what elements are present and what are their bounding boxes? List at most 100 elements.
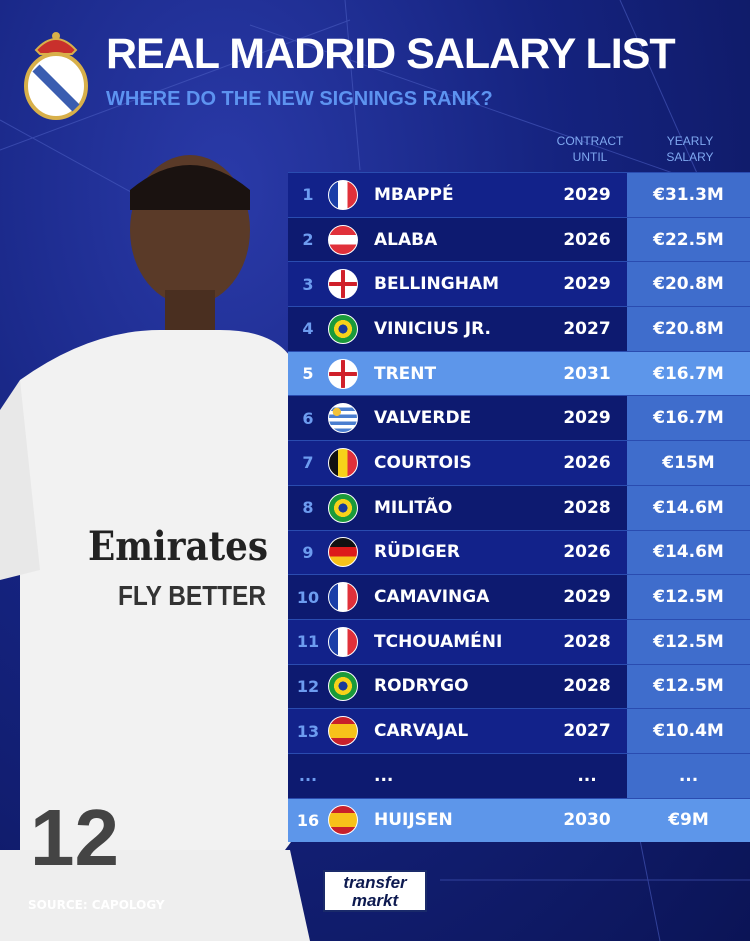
france-flag-icon (328, 626, 358, 657)
france-flag-icon (328, 179, 358, 210)
yearly-salary: €16.7M (627, 351, 750, 396)
source-label: SOURCE: CAPOLOGY (28, 898, 165, 912)
yearly-salary: €14.6M (627, 485, 750, 530)
yearly-salary: €12.5M (627, 664, 750, 709)
yearly-salary: €9M (627, 798, 750, 843)
player-name: VALVERDE (374, 408, 472, 429)
player-name: TRENT (374, 363, 437, 384)
page-subtitle: WHERE DO THE NEW SIGNINGS RANK? (106, 88, 493, 110)
player-name: COURTOIS (374, 452, 472, 473)
contract-until: 2028 (563, 497, 611, 518)
page-title: REAL MADRID SALARY LIST (106, 30, 676, 78)
contract-until: 2030 (563, 810, 611, 831)
player-name: TCHOUAMÉNI (374, 631, 503, 652)
rank: 2 (302, 230, 314, 250)
brazil-flag-icon (328, 671, 358, 702)
player-name: ... (374, 765, 394, 786)
contract-until: 2029 (563, 274, 611, 295)
contract-until: 2028 (563, 676, 611, 697)
header-line: YEARLY (666, 134, 714, 148)
yearly-salary: €10.4M (627, 709, 750, 753)
rank: 5 (302, 364, 314, 384)
player-name: RÜDIGER (374, 542, 460, 563)
contract-until: ... (577, 765, 597, 786)
table-row: 2 ALABA 2026 €22.5M (288, 216, 750, 262)
shirt-tagline: FLY BETTER (118, 580, 266, 611)
rank: 13 (296, 721, 320, 741)
player-name: CAMAVINGA (374, 587, 490, 608)
contract-until: 2026 (563, 542, 611, 563)
yearly-salary: €22.5M (627, 217, 750, 262)
yearly-salary: €20.8M (627, 262, 750, 307)
table-row: 1 MBAPPÉ 2029 €31.3M (288, 172, 750, 217)
contract-until: 2026 (563, 229, 611, 250)
rank: 8 (302, 498, 314, 518)
yearly-salary: €31.3M (627, 173, 750, 217)
table-row: 6 VALVERDE 2029 €16.7M (288, 395, 750, 441)
player-name: VINICIUS JR. (374, 318, 491, 339)
yearly-salary: €20.8M (627, 307, 750, 351)
table-row: 13 CARVAJAL 2027 €10.4M (288, 708, 750, 753)
player-name: HUIJSEN (374, 810, 453, 831)
table-row: ... ... ... ... (288, 752, 750, 798)
header-line: UNTIL (572, 150, 608, 164)
transfermarkt-logo: transfer markt (323, 870, 427, 912)
player-name: RODRYGO (374, 676, 469, 697)
england-flag-icon (328, 269, 358, 300)
spain-flag-icon (328, 805, 358, 836)
rank: 16 (296, 810, 320, 830)
rank: 9 (302, 542, 314, 562)
contract-until: 2027 (563, 721, 611, 742)
contract-until: 2028 (563, 631, 611, 652)
header-contract-until: CONTRACT UNTIL (548, 133, 632, 165)
table-row: 10 CAMAVINGA 2029 €12.5M (288, 574, 750, 619)
contract-until: 2031 (563, 363, 611, 384)
yearly-salary: €14.6M (627, 530, 750, 575)
uruguay-flag-icon (328, 403, 358, 434)
rank: 6 (302, 408, 314, 428)
header-line: SALARY (666, 150, 714, 164)
yearly-salary: ... (627, 753, 750, 798)
contract-until: 2026 (563, 452, 611, 473)
yearly-salary: €12.5M (627, 619, 750, 664)
player-name: ALABA (374, 229, 438, 250)
yearly-salary: €16.7M (627, 396, 750, 441)
table-row: 5 TRENT 2031 €16.7M (288, 350, 750, 396)
contract-until: 2029 (563, 408, 611, 429)
table-row: 16 HUIJSEN 2030 €9M (288, 797, 750, 843)
rank: 1 (302, 185, 314, 205)
table-row: 11 TCHOUAMÉNI 2028 €12.5M (288, 618, 750, 664)
belgium-flag-icon (328, 447, 358, 478)
rank: 12 (296, 676, 320, 696)
real-madrid-crest-icon (24, 32, 88, 120)
contract-until: 2029 (563, 587, 611, 608)
header-line: CONTRACT (556, 134, 624, 148)
brazil-flag-icon (328, 313, 358, 344)
brazil-flag-icon (328, 492, 358, 523)
rank: 10 (296, 587, 320, 607)
player-name: MBAPPÉ (374, 184, 454, 205)
table-row: 9 RÜDIGER 2026 €14.6M (288, 529, 750, 575)
table-row: 4 VINICIUS JR. 2027 €20.8M (288, 306, 750, 351)
yearly-salary: €15M (627, 441, 750, 485)
table-row: 7 COURTOIS 2026 €15M (288, 440, 750, 485)
spain-flag-icon (328, 716, 358, 747)
rank: 3 (302, 274, 314, 294)
france-flag-icon (328, 582, 358, 613)
england-flag-icon (328, 358, 358, 389)
austria-flag-icon (328, 224, 358, 255)
player-photo: Emirates FLY BETTER 12 (0, 155, 310, 941)
yearly-salary: €12.5M (627, 575, 750, 619)
rank: 11 (296, 632, 320, 652)
germany-flag-icon (328, 537, 358, 568)
contract-until: 2029 (563, 184, 611, 205)
shorts-number: 12 (30, 793, 119, 882)
player-name: MILITÃO (374, 497, 453, 518)
table-row: 3 BELLINGHAM 2029 €20.8M (288, 261, 750, 307)
table-row: 12 RODRYGO 2028 €12.5M (288, 663, 750, 709)
flag-placeholder (328, 761, 358, 791)
shirt-sponsor: Emirates (88, 523, 268, 570)
rank: 7 (302, 453, 314, 473)
table-row: 8 MILITÃO 2028 €14.6M (288, 484, 750, 530)
